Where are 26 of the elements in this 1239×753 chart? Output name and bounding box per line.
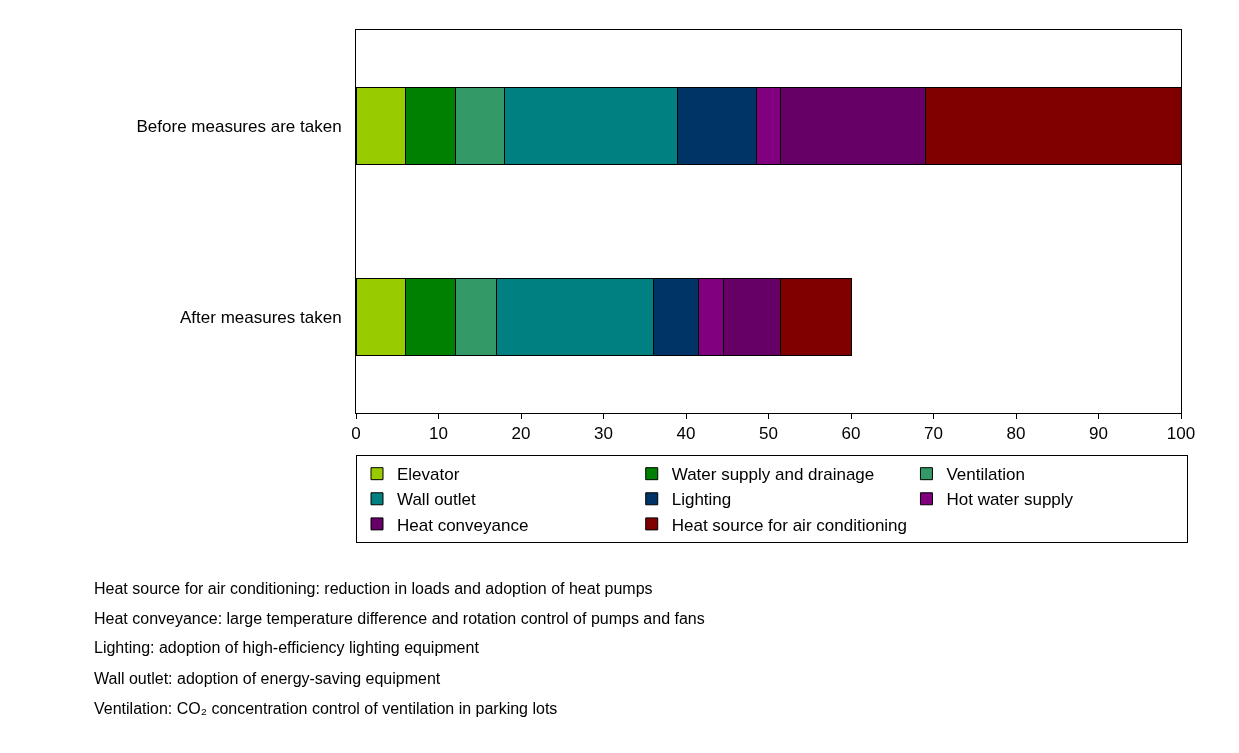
x-tick-label: 50 xyxy=(759,424,778,444)
y-tick-label: After measures taken xyxy=(180,308,342,328)
legend-label: Ventilation xyxy=(946,465,1025,485)
x-tick-label: 60 xyxy=(841,424,861,444)
x-tick-label: 20 xyxy=(511,424,531,444)
x-tick-label: 0 xyxy=(351,424,361,444)
text: Ventilation: CO₂ concentration control of ventilation in parking lots xyxy=(94,700,558,717)
legend-label: Wall outlet xyxy=(397,490,477,510)
legend-label: Lighting xyxy=(671,490,732,510)
x-tick-label: 70 xyxy=(924,424,943,444)
legend-label: Heat source for air conditioning xyxy=(671,515,908,535)
legend-label: Water supply and drainage xyxy=(671,465,875,485)
x-tick-label: 40 xyxy=(676,424,696,444)
x-tick-label: 80 xyxy=(1006,424,1026,444)
text: Heat source for air conditioning: reduction in loads and adoption of heat pumps xyxy=(94,580,653,597)
x-tick-label: 10 xyxy=(429,424,448,444)
text: Lighting: adoption of high-efficiency lighting equipment xyxy=(94,639,480,656)
x-tick-label: 30 xyxy=(594,424,613,444)
legend-label: Heat conveyance xyxy=(397,515,529,535)
text: Wall outlet: adoption of energy-saving equipment xyxy=(94,670,441,687)
text: Heat conveyance: large temperature difference and rotation control of pumps and fans xyxy=(94,610,705,627)
y-tick-label: Before measures are taken xyxy=(136,116,342,136)
legend-label: Elevator xyxy=(397,465,460,485)
x-tick-label: 100 xyxy=(1166,424,1196,444)
legend-label: Hot water supply xyxy=(946,490,1074,510)
x-tick-label: 90 xyxy=(1089,424,1108,444)
